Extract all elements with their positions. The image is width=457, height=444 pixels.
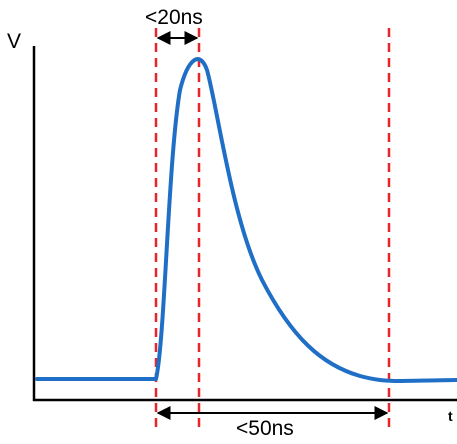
rise-time-label: <20ns <box>145 6 203 29</box>
signal-pulse-curve <box>35 57 457 383</box>
x-axis-label: t <box>448 408 453 424</box>
y-axis-label: V <box>7 30 22 53</box>
pulse-duration-label: <50ns <box>236 417 294 440</box>
